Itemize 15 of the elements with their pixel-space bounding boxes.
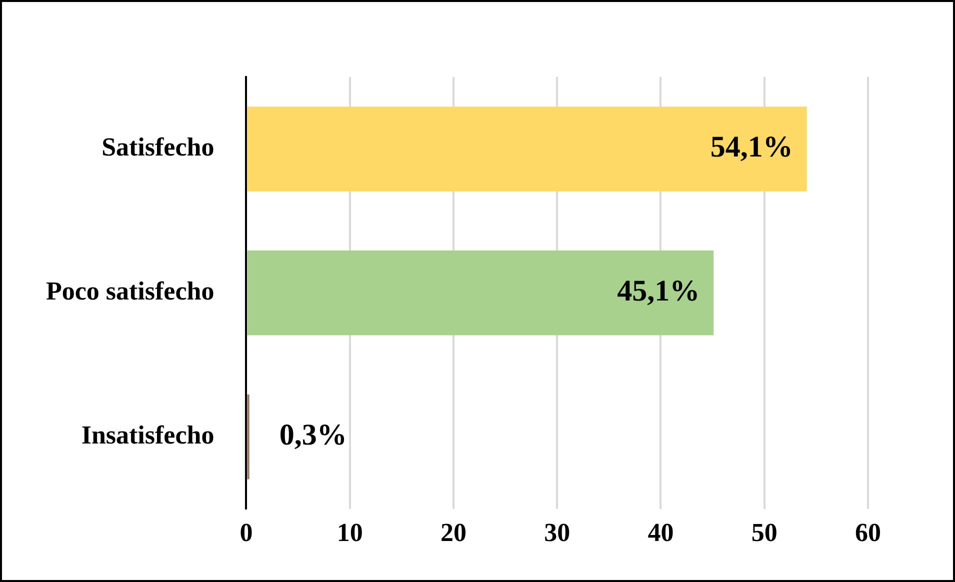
x-tick-label: 30 bbox=[544, 518, 570, 548]
x-tick-label: 0 bbox=[240, 518, 253, 548]
x-tick-label: 60 bbox=[855, 518, 881, 548]
bar bbox=[247, 106, 807, 192]
bar bbox=[247, 250, 714, 336]
data-label: 0,3% bbox=[279, 418, 347, 452]
x-tick-label: 10 bbox=[336, 518, 363, 548]
y-tick-label: Poco satisfecho bbox=[46, 276, 214, 306]
x-tick-label: 20 bbox=[440, 518, 466, 548]
data-label: 45,1% bbox=[617, 274, 700, 308]
y-tick-label: Satisfecho bbox=[102, 132, 214, 162]
x-tick-label: 40 bbox=[648, 518, 674, 548]
x-tick-label: 50 bbox=[751, 518, 778, 548]
y-tick-label: Insatisfecho bbox=[81, 420, 214, 450]
data-label: 54,1% bbox=[710, 130, 793, 164]
